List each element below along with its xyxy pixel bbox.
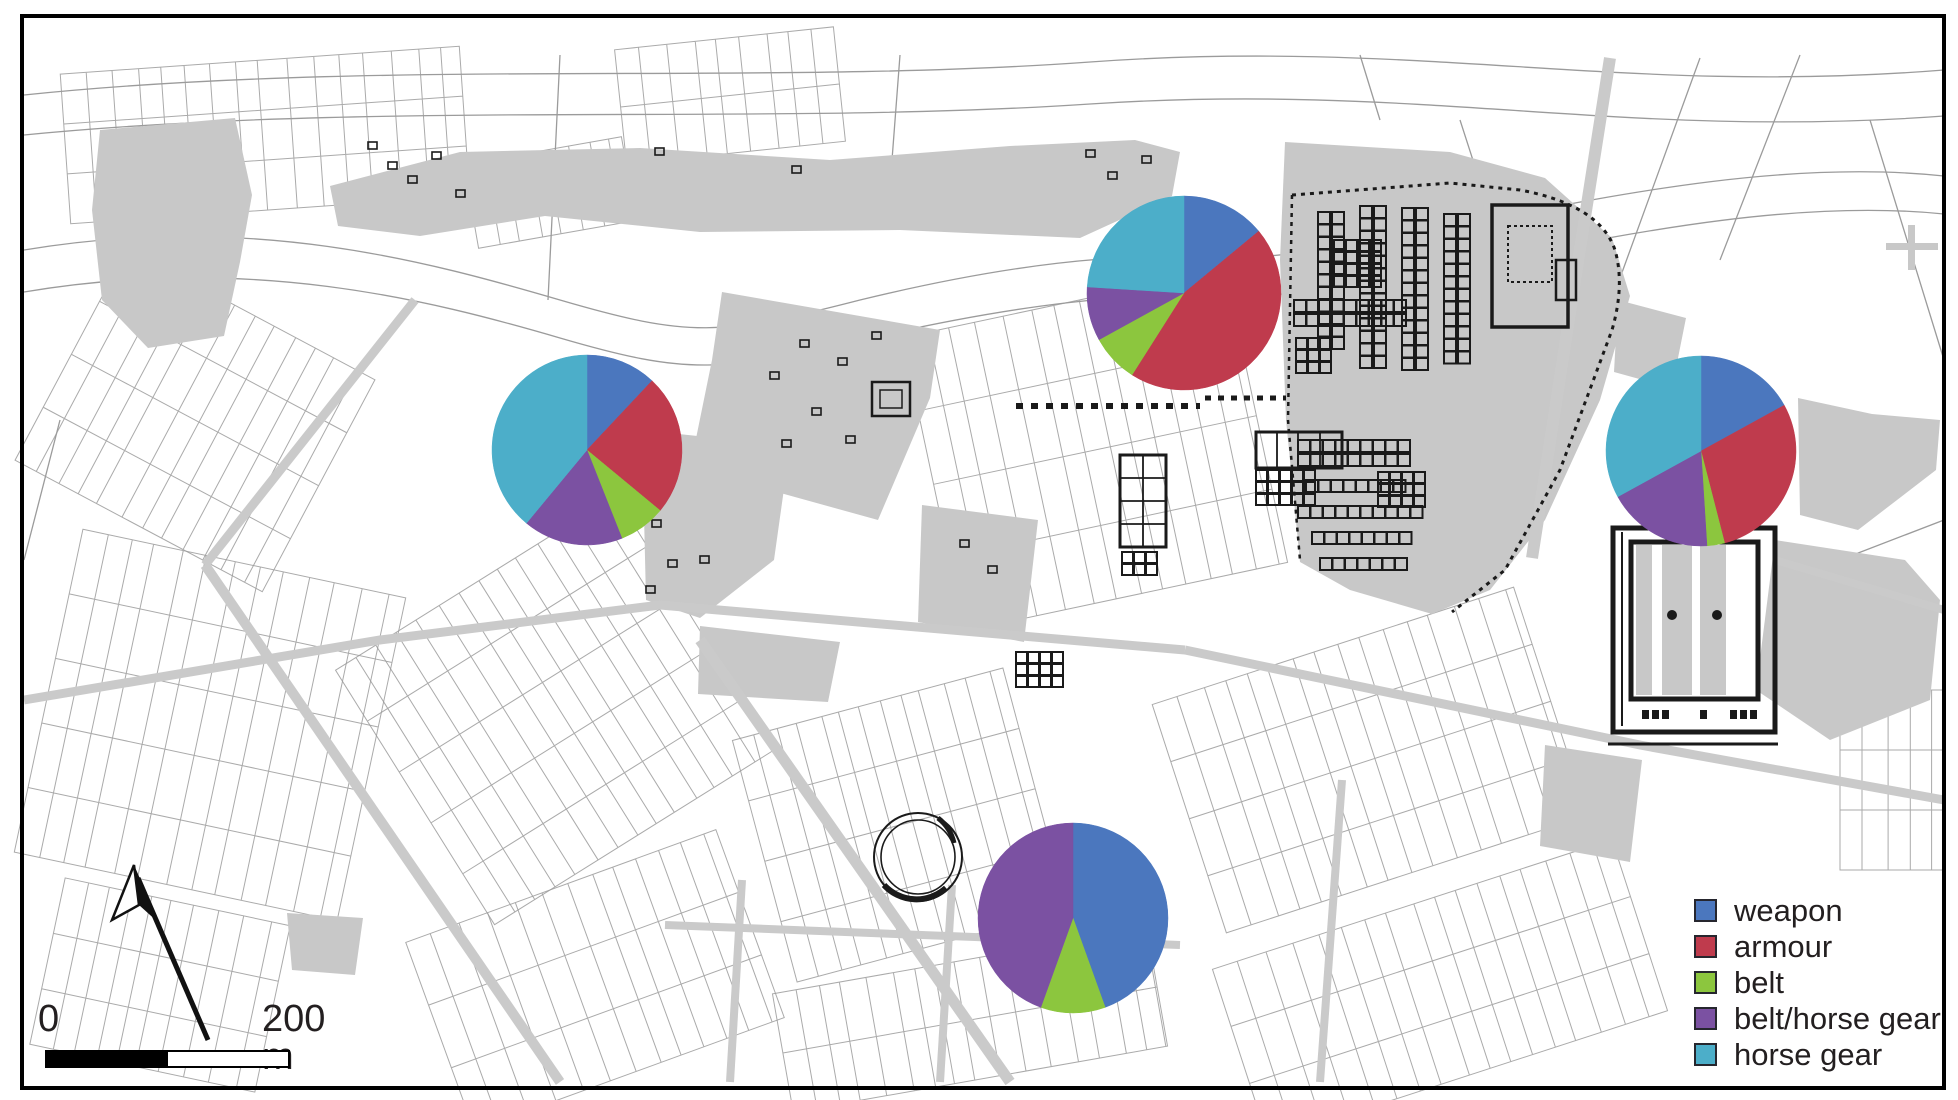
scale-bar-graphic: [45, 1050, 290, 1068]
scale-label-start: 0: [38, 998, 60, 1040]
pie-west-settlement: [491, 354, 683, 546]
pie-charts-layer: [491, 195, 1797, 1014]
legend-item: armour: [1694, 928, 1945, 964]
legend: weapon armour belt belt/horse gear horse gea…: [1677, 882, 1945, 1084]
scale-bar: 0 200 m: [36, 1000, 366, 1076]
legend-item: horse gear: [1694, 1036, 1945, 1072]
scale-bar-filled-half: [47, 1052, 168, 1066]
legend-item: weapon: [1694, 892, 1945, 928]
legend-label: weapon: [1734, 892, 1843, 928]
legend-swatch: [1694, 1006, 1717, 1030]
legend-item: belt/horse gear: [1694, 1000, 1945, 1036]
north-arrow-icon: [109, 864, 211, 1041]
legend-item: belt: [1694, 964, 1945, 1000]
legend-swatch: [1694, 898, 1717, 922]
pie-north-canabae: [1086, 195, 1282, 391]
pie-east-enclosure: [1605, 355, 1797, 547]
legend-label: belt/horse gear: [1734, 1000, 1941, 1036]
legend-swatch: [1694, 934, 1717, 958]
scale-bar-empty-half: [167, 1052, 288, 1066]
pie-south-settlement: [977, 822, 1169, 1014]
legend-swatch: [1694, 970, 1717, 994]
legend-swatch: [1694, 1042, 1717, 1066]
legend-label: armour: [1734, 928, 1833, 964]
legend-label: belt: [1734, 964, 1784, 1000]
excavated-structures-layer: [367, 141, 1778, 903]
legend-label: horse gear: [1734, 1036, 1883, 1072]
